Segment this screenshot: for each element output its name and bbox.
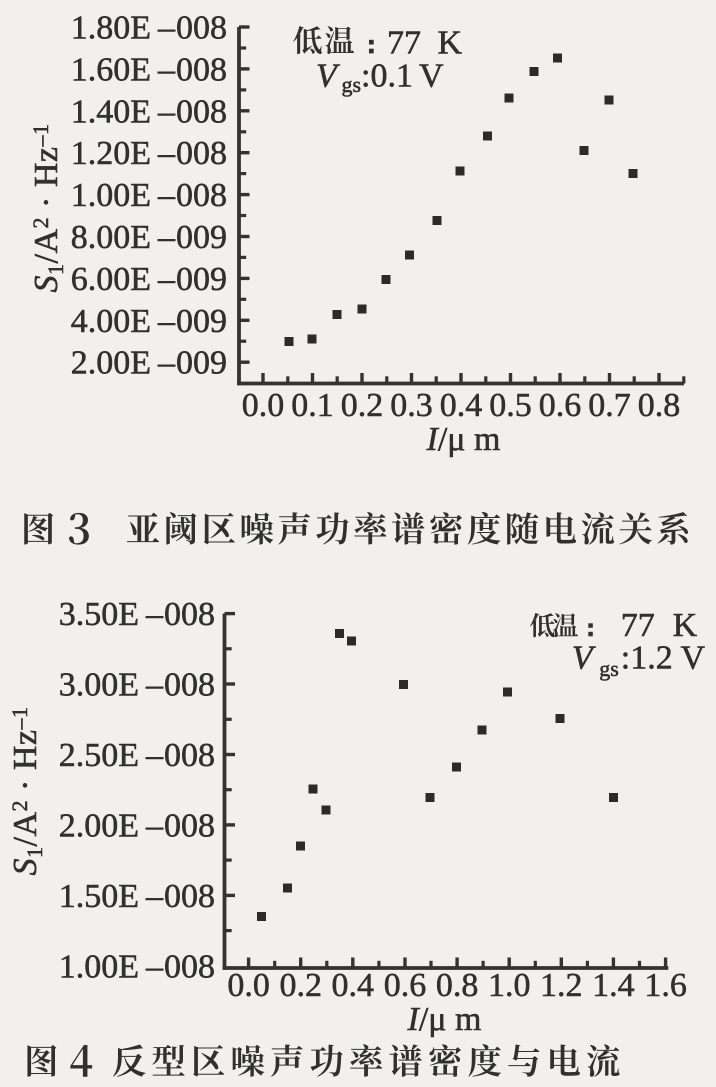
- svg-text:gs: gs: [342, 72, 362, 97]
- svg-text:V: V: [419, 58, 444, 95]
- svg-text::1.2: :1.2: [621, 640, 673, 677]
- svg-text:1.2: 1.2: [540, 967, 583, 1004]
- svg-text:2.00E–009: 2.00E –009: [71, 345, 227, 382]
- svg-text:1.80E–008: 1.80E –008: [71, 10, 227, 47]
- svg-text:I/μ m: I/μ m: [407, 1001, 482, 1038]
- svg-text:1.40E–008: 1.40E –008: [71, 93, 227, 130]
- svg-text:0.8: 0.8: [638, 387, 681, 424]
- svg-text:0.2: 0.2: [341, 387, 384, 424]
- svg-text:S1/A2 · Hz–1: S1/A2 · Hz–1: [28, 124, 68, 293]
- svg-text:3.00E–008: 3.00E –008: [59, 667, 215, 704]
- svg-text:gs: gs: [599, 656, 619, 681]
- svg-text:1.00E–008: 1.00E –008: [59, 948, 215, 985]
- svg-text:0.3: 0.3: [390, 387, 433, 424]
- svg-text:K: K: [673, 607, 698, 644]
- svg-text:1.4: 1.4: [592, 967, 635, 1004]
- svg-text:1.6: 1.6: [644, 967, 687, 1004]
- svg-text:0.8: 0.8: [436, 967, 479, 1004]
- svg-text:77: 77: [387, 25, 421, 62]
- svg-text:2.50E–008: 2.50E –008: [59, 737, 215, 774]
- svg-text:I/μ m: I/μ m: [426, 421, 501, 458]
- svg-text:0.6: 0.6: [539, 387, 582, 424]
- svg-text:1.20E–008: 1.20E –008: [71, 135, 227, 172]
- svg-text:V: V: [681, 640, 706, 677]
- svg-text:3.50E–008: 3.50E –008: [59, 596, 215, 633]
- svg-text:0.0: 0.0: [242, 387, 285, 424]
- svg-text:4.00E–009: 4.00E –009: [71, 303, 227, 340]
- svg-text:0.1: 0.1: [291, 387, 334, 424]
- svg-text:0.5: 0.5: [489, 387, 532, 424]
- svg-text:1.0: 1.0: [488, 967, 531, 1004]
- svg-text:0.4: 0.4: [440, 387, 483, 424]
- svg-text:1.50E–008: 1.50E –008: [59, 878, 215, 915]
- svg-text:6.00E–009: 6.00E –009: [71, 261, 227, 298]
- svg-text:0.2: 0.2: [279, 967, 322, 1004]
- svg-text:K: K: [438, 25, 463, 62]
- svg-text:77: 77: [621, 607, 655, 644]
- svg-text::0.1: :0.1: [361, 58, 413, 95]
- svg-text:0.4: 0.4: [332, 967, 375, 1004]
- svg-text:0.7: 0.7: [588, 387, 631, 424]
- svg-text:1.00E–008: 1.00E –008: [71, 177, 227, 214]
- svg-text:1.60E–008: 1.60E –008: [71, 51, 227, 88]
- svg-text:0.6: 0.6: [384, 967, 427, 1004]
- svg-text:S1/A2 · Hz–1: S1/A2 · Hz–1: [7, 707, 47, 876]
- svg-text:0.0: 0.0: [227, 967, 270, 1004]
- svg-text:2.00E–008: 2.00E –008: [59, 807, 215, 844]
- svg-text:8.00E–009: 8.00E –009: [71, 219, 227, 256]
